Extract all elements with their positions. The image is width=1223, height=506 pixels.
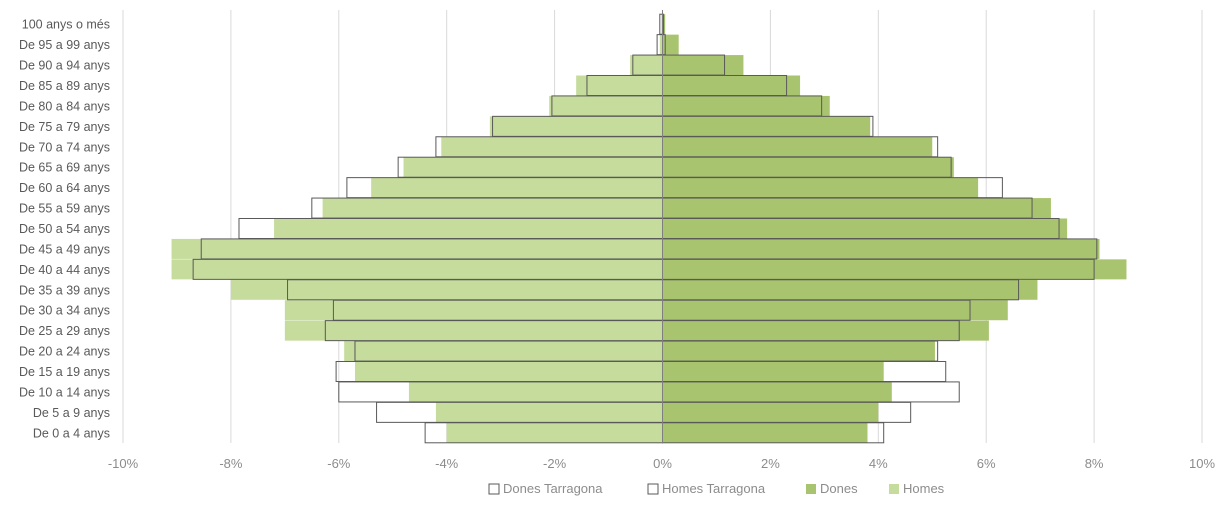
x-tick-label: -10% — [108, 456, 139, 471]
y-category-label: De 25 a 29 anys — [19, 324, 110, 338]
y-category-label: De 40 a 44 anys — [19, 263, 110, 277]
y-category-label: De 80 a 84 anys — [19, 99, 110, 113]
bar-dones — [662, 320, 989, 341]
bar-homes — [284, 320, 663, 341]
x-tick-label: 6% — [977, 456, 996, 471]
bar-dones — [662, 361, 884, 382]
bar-dones — [662, 279, 1038, 300]
bar-dones — [662, 259, 1127, 280]
y-category-label: De 95 a 99 anys — [19, 38, 110, 52]
bar-homes — [403, 157, 663, 178]
x-tick-label: 2% — [761, 456, 780, 471]
bar-dones — [662, 381, 892, 402]
legend-swatch — [488, 483, 500, 495]
bar-dones — [662, 34, 679, 55]
bar-dones — [662, 341, 935, 362]
bar-dones — [662, 75, 801, 96]
bar-homes — [354, 361, 663, 382]
bar-dones — [662, 177, 979, 198]
legend-label: Dones Tarragona — [503, 481, 603, 496]
y-category-label: De 0 a 4 anys — [33, 426, 110, 440]
axis-layer: -10% -8% -6% -4% -2% 0% 2% 4% 6% 8% 10% 100 anys o … — [19, 10, 1215, 471]
y-category-label: De 65 a 69 anys — [19, 161, 110, 175]
bar-dones — [662, 218, 1068, 239]
legend-swatch — [806, 484, 816, 494]
bar-homes — [446, 422, 663, 443]
bar-dones — [662, 300, 1008, 321]
bar-homes — [322, 198, 663, 219]
x-tick-label: 10% — [1189, 456, 1215, 471]
bar-homes — [659, 34, 663, 55]
bar-homes — [630, 55, 663, 76]
bar-homes — [489, 116, 663, 137]
y-category-label: De 30 a 34 anys — [19, 304, 110, 318]
bar-homes — [549, 95, 663, 116]
bar-homes — [344, 341, 663, 362]
bar-dones — [662, 402, 879, 423]
bar-homes — [371, 177, 663, 198]
legend-label: Dones — [820, 481, 858, 496]
y-category-label: De 70 a 74 anys — [19, 140, 110, 154]
y-category-label: De 60 a 64 anys — [19, 181, 110, 195]
y-category-label: 100 anys o més — [22, 18, 110, 32]
bar-homes — [661, 14, 663, 35]
y-category-label: De 10 a 14 anys — [19, 385, 110, 399]
bar-homes — [441, 136, 663, 157]
bar-dones — [662, 238, 1100, 259]
bar-homes — [171, 238, 663, 259]
bar-homes — [284, 300, 663, 321]
bar-homes — [576, 75, 663, 96]
y-category-label: De 50 a 54 anys — [19, 222, 110, 236]
bar-dones — [662, 198, 1051, 219]
y-category-label: De 45 a 49 anys — [19, 242, 110, 256]
legend-swatch — [889, 484, 899, 494]
x-tick-label: 8% — [1085, 456, 1104, 471]
bar-dones — [662, 136, 933, 157]
y-category-label: De 55 a 59 anys — [19, 202, 110, 216]
x-tick-label: 0% — [653, 456, 672, 471]
legend-label: Homes Tarragona — [662, 481, 766, 496]
x-tick-label: -8% — [219, 456, 243, 471]
bar-homes — [274, 218, 663, 239]
legend-swatch — [647, 483, 659, 495]
y-category-label: De 20 a 24 anys — [19, 345, 110, 359]
bar-layer — [171, 14, 1127, 443]
y-category-label: De 85 a 89 anys — [19, 79, 110, 93]
legend-label: Homes — [903, 481, 945, 496]
y-category-label: De 90 a 94 anys — [19, 59, 110, 73]
y-category-label: De 15 a 19 anys — [19, 365, 110, 379]
x-tick-label: 4% — [869, 456, 888, 471]
y-category-label: De 5 a 9 anys — [33, 406, 110, 420]
bar-dones — [662, 157, 954, 178]
x-tick-label: -4% — [435, 456, 459, 471]
bar-dones — [662, 95, 830, 116]
x-tick-label: -6% — [327, 456, 351, 471]
legend-layer: Dones Tarragona Homes Tarragona Dones Homes — [488, 481, 945, 496]
bar-homes — [435, 402, 663, 423]
bar-dones — [662, 422, 868, 443]
x-tick-label: -2% — [543, 456, 567, 471]
y-category-label: De 35 a 39 anys — [19, 283, 110, 297]
bar-homes — [408, 381, 663, 402]
bar-homes — [171, 259, 663, 280]
y-category-label: De 75 a 79 anys — [19, 120, 110, 134]
bar-homes — [230, 279, 663, 300]
bar-dones — [662, 116, 871, 137]
bar-dones — [662, 55, 744, 76]
